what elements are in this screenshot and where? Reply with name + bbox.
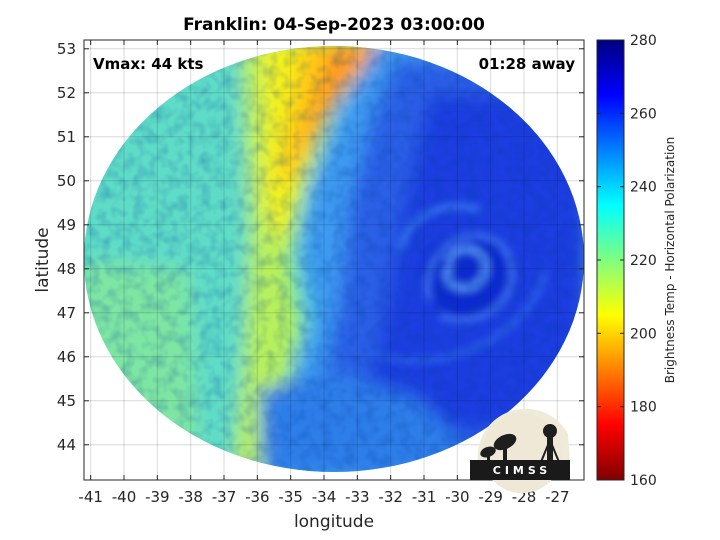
x-tick-label: -33 <box>345 488 370 506</box>
x-tick-label: -35 <box>278 488 303 506</box>
x-axis-label: longitude <box>294 512 374 532</box>
x-tick-label: -32 <box>378 488 403 506</box>
x-tick-label: -36 <box>245 488 270 506</box>
x-tick-label: -31 <box>412 488 437 506</box>
grid <box>84 40 584 480</box>
chart-title: Franklin: 04-Sep-2023 03:00:00 <box>183 15 485 35</box>
y-tick-label: 50 <box>57 172 76 190</box>
x-tick-labels: -41 -40 -39 -38 -37 -36 -35 -34 -33 -32 -31 -30 -29 -… <box>78 488 569 506</box>
colorbar-tick-label: 200 <box>630 326 657 342</box>
x-tick-label: -37 <box>212 488 237 506</box>
brightness-temperature-field <box>84 46 584 472</box>
y-axis-label: latitude <box>33 227 53 292</box>
plot-area: -41 -40 -39 -38 -37 -36 -35 -34 -33 -32 -31 -30 -29 -… <box>57 39 585 506</box>
y-tick-label: 44 <box>57 436 76 454</box>
y-tick-label: 46 <box>57 348 76 366</box>
y-tick-label: 48 <box>57 260 76 278</box>
y-tick-label: 53 <box>57 40 76 58</box>
axes-frame <box>83 39 585 481</box>
time-away-annotation: 01:28 away <box>479 55 576 73</box>
x-tick-label: -41 <box>78 488 103 506</box>
y-tick-label: 52 <box>57 84 76 102</box>
colorbar-tick-label: 220 <box>630 253 657 269</box>
x-tick-label: -40 <box>112 488 137 506</box>
colorbar-label: Brightness Temp - Horizontal Polarizatio… <box>663 137 677 384</box>
colorbar-ticks: 160 180 200 220 240 260 280 <box>597 33 657 489</box>
colorbar-tick-label: 280 <box>630 33 657 49</box>
x-tick-label: -34 <box>312 488 337 506</box>
logo-text: CIMSS <box>493 464 551 477</box>
y-tick-label: 47 <box>57 304 76 322</box>
vmax-annotation: Vmax: 44 kts <box>93 55 203 73</box>
y-tick-label: 49 <box>57 216 76 234</box>
colorbar-tick-label: 260 <box>630 106 657 122</box>
colorbar-tick-label: 180 <box>630 400 657 416</box>
colorbar-tick-label: 240 <box>630 180 657 196</box>
colorbar-bar <box>596 39 625 481</box>
x-tick-label: -30 <box>445 488 470 506</box>
logo-tower-icon <box>540 424 560 463</box>
x-tick-label: -38 <box>178 488 203 506</box>
logo-banner <box>470 460 570 480</box>
y-tick-label: 45 <box>57 392 76 410</box>
x-tick-label: -29 <box>478 488 503 506</box>
colorbar-tick-label: 160 <box>630 473 657 489</box>
x-tick-label: -27 <box>545 488 570 506</box>
colorbar: 160 180 200 220 240 260 280 Brightness Temp - … <box>596 33 677 489</box>
y-tick-labels: 44 45 46 47 48 49 50 51 52 53 <box>57 40 76 454</box>
x-tick-label: -39 <box>145 488 170 506</box>
logo-dish-icon <box>480 433 517 462</box>
cimss-logo: CIMSS <box>470 408 570 493</box>
y-tick-label: 51 <box>57 128 76 146</box>
tick-marks <box>84 40 584 480</box>
